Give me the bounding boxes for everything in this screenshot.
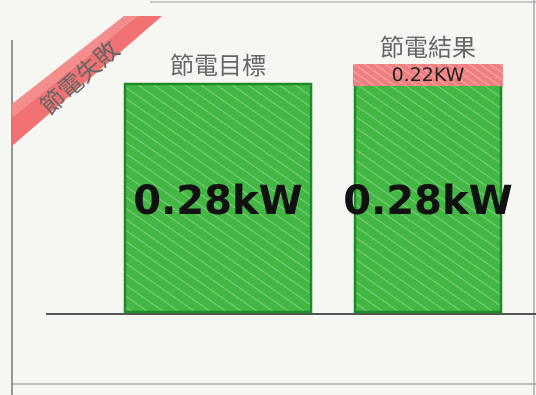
category-label-2: 節電結果	[380, 34, 476, 62]
overlay-strip	[353, 64, 503, 86]
value-label-2: 0.28kW	[343, 178, 512, 224]
value-label-1: 0.28kW	[133, 178, 302, 224]
bar-2	[353, 82, 503, 314]
overlay-label: 0.22KW	[392, 64, 465, 86]
bar-1	[123, 82, 313, 314]
category-label-1: 節電目標	[170, 52, 266, 80]
